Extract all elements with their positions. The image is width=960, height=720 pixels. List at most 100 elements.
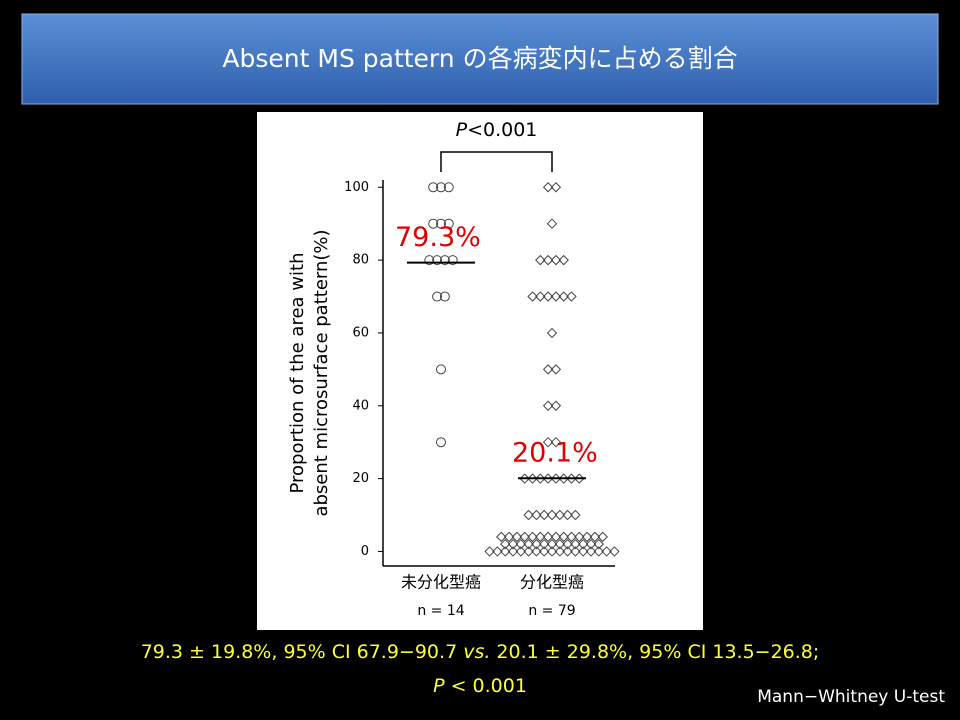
y-tick-label: 20 xyxy=(352,471,369,486)
data-point xyxy=(496,531,507,543)
data-point xyxy=(550,400,562,411)
group-n: n = 14 xyxy=(417,603,464,619)
data-point xyxy=(542,473,554,484)
data-point xyxy=(574,473,585,484)
data-point xyxy=(439,291,450,302)
data-point xyxy=(593,546,605,557)
data-point xyxy=(538,538,550,550)
data-point xyxy=(499,546,511,557)
data-point xyxy=(566,531,577,543)
data-point xyxy=(542,436,554,448)
slide-title: Absent MS pattern の各病変内に占める割合 xyxy=(222,44,737,73)
y-tick-label: 60 xyxy=(352,325,369,340)
data-point xyxy=(585,538,597,550)
data-point xyxy=(499,538,511,550)
data-point xyxy=(432,291,443,302)
data-point xyxy=(566,291,577,302)
data-point xyxy=(535,531,546,543)
significance: P<0.001 xyxy=(456,119,538,141)
data-point xyxy=(527,531,538,543)
x-tick-label: 未分化型癌 xyxy=(401,573,481,592)
stats-line: P < 0.001 xyxy=(433,675,527,697)
data-point xyxy=(558,254,569,266)
test-name: Mann−Whitney U-test xyxy=(757,687,945,707)
data-point xyxy=(554,509,566,521)
data-point xyxy=(507,546,519,557)
data-point xyxy=(566,473,577,484)
data-point xyxy=(535,473,546,484)
data-point xyxy=(558,531,569,543)
significance-value: <0.001 xyxy=(467,119,537,141)
data-point xyxy=(535,254,546,266)
data-point xyxy=(538,509,550,521)
mean-label: 20.1% xyxy=(512,438,598,469)
data-point xyxy=(570,509,581,521)
data-point xyxy=(550,436,562,448)
data-point xyxy=(503,531,515,543)
data-point xyxy=(484,546,495,557)
data-point xyxy=(436,437,446,448)
data-point xyxy=(542,531,554,543)
chart: 0 20 40 60 80 100 Proportion of the area with a… xyxy=(287,119,620,619)
data-point xyxy=(515,538,527,550)
data-point xyxy=(581,531,593,543)
data-point xyxy=(554,546,566,557)
data-point xyxy=(577,546,589,557)
data-point xyxy=(515,546,527,557)
data-point xyxy=(562,546,573,557)
data-point xyxy=(443,182,454,193)
data-point xyxy=(542,254,554,266)
stats-text: < 0.001 xyxy=(445,675,527,697)
y-tick-label: 100 xyxy=(344,180,369,195)
data-point xyxy=(593,538,605,550)
y-axis-label: Proportion of the area with xyxy=(287,253,308,494)
data-point xyxy=(542,182,554,193)
y-tick-label: 80 xyxy=(352,253,369,268)
data-point xyxy=(428,218,439,229)
data-point xyxy=(597,531,608,543)
data-point xyxy=(585,546,597,557)
data-point xyxy=(527,473,538,484)
mean-label: 79.3% xyxy=(395,222,481,253)
data-point xyxy=(436,182,446,193)
data-point xyxy=(562,509,573,521)
data-point xyxy=(550,531,562,543)
data-point xyxy=(424,255,435,266)
x-tick-label: 分化型癌 xyxy=(520,573,584,592)
stats-text: vs. xyxy=(463,641,490,663)
data-point xyxy=(562,538,573,550)
group-n: n = 79 xyxy=(528,603,575,619)
data-point xyxy=(428,182,439,193)
data-point xyxy=(601,546,612,557)
stats-line: 79.3 ± 19.8%, 95% CI 67.9−90.7 vs. 20.1 … xyxy=(141,641,820,663)
data-point xyxy=(589,531,601,543)
data-point xyxy=(546,327,558,339)
data-point xyxy=(577,538,589,550)
data-point xyxy=(570,546,581,557)
data-point xyxy=(546,509,558,521)
data-point xyxy=(523,546,534,557)
data-point xyxy=(550,473,562,484)
data-point xyxy=(550,291,562,302)
data-point xyxy=(511,531,523,543)
data-point xyxy=(519,473,530,484)
data-point xyxy=(554,538,566,550)
data-point xyxy=(492,546,503,557)
data-point xyxy=(609,546,620,557)
stats-text: 79.3 ± 19.8%, 95% CI 67.9−90.7 xyxy=(141,641,464,663)
title-bar xyxy=(21,13,939,105)
data-point xyxy=(531,546,542,557)
stats-text: P xyxy=(433,675,445,697)
y-axis-label: absent microsurface pattern(%) xyxy=(311,229,332,516)
stats-text: 20.1 ± 29.8%, 95% CI 13.5−26.8; xyxy=(490,641,819,663)
data-point xyxy=(542,364,554,375)
data-point xyxy=(558,473,569,484)
data-point xyxy=(507,538,519,550)
data-point xyxy=(443,218,454,229)
y-tick-label: 0 xyxy=(361,544,369,559)
data-point xyxy=(558,291,569,302)
data-point xyxy=(546,218,558,229)
data-point xyxy=(432,255,443,266)
